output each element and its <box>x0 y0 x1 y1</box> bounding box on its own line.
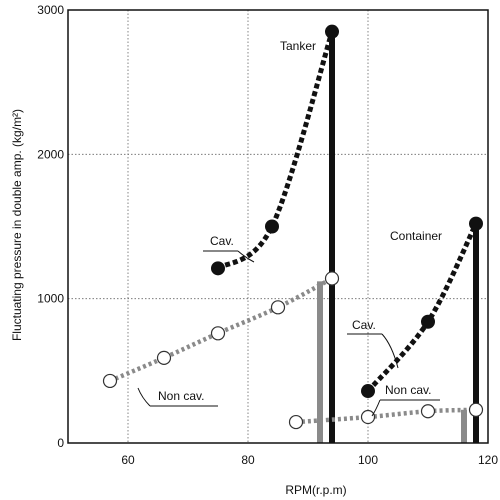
data-point <box>469 216 483 231</box>
x-tick-label: 60 <box>121 453 135 467</box>
data-points <box>102 24 484 430</box>
data-point <box>156 350 172 365</box>
data-point <box>102 373 118 389</box>
data-point <box>324 271 340 286</box>
y-tick-label: 1000 <box>37 292 64 306</box>
bars <box>317 31 479 444</box>
annotations: Tanker Container Cav. Non cav. Cav. Non … <box>137 39 442 417</box>
y-tick-label: 3000 <box>37 3 64 17</box>
y-tick-label: 0 <box>57 436 64 450</box>
data-point <box>211 261 225 276</box>
data-point <box>288 414 304 430</box>
data-point <box>360 409 376 425</box>
tick-labels: 60 80 100 120 0 1000 2000 3000 <box>37 3 498 467</box>
container-cav-leader <box>381 333 399 369</box>
bar <box>317 281 323 443</box>
data-point <box>210 326 226 341</box>
series-line <box>366 222 479 393</box>
container-cav-label: Cav. <box>352 318 376 332</box>
container-noncav-label: Non cav. <box>385 383 431 397</box>
tanker-noncav-leader <box>137 387 151 407</box>
container-noncav-leader <box>371 399 381 417</box>
data-point <box>468 402 484 417</box>
bar <box>329 31 335 444</box>
data-point <box>265 219 279 234</box>
x-axis-title: RPM(r.p.m) <box>285 483 346 497</box>
x-tick-label: 100 <box>358 453 378 467</box>
data-point <box>421 314 435 329</box>
bar <box>473 226 479 443</box>
data-point <box>361 384 375 399</box>
tanker-cav-leader <box>237 250 255 263</box>
tanker-cav-label: Cav. <box>210 234 234 248</box>
y-axis-title: Fluctuating pressure in double amp. (kg/… <box>10 109 24 341</box>
plot-frame <box>67 9 489 444</box>
container-label: Container <box>390 229 442 243</box>
x-tick-label: 120 <box>478 453 498 467</box>
y-tick-label: 2000 <box>37 147 64 161</box>
data-point <box>270 300 286 315</box>
data-point <box>325 24 339 39</box>
bar <box>461 409 467 443</box>
data-point <box>420 404 436 419</box>
x-tick-label: 80 <box>241 453 255 467</box>
series-line <box>216 30 335 271</box>
tanker-noncav-label: Non cav. <box>158 389 204 403</box>
grid-lines <box>68 10 488 443</box>
tanker-label: Tanker <box>280 39 316 53</box>
